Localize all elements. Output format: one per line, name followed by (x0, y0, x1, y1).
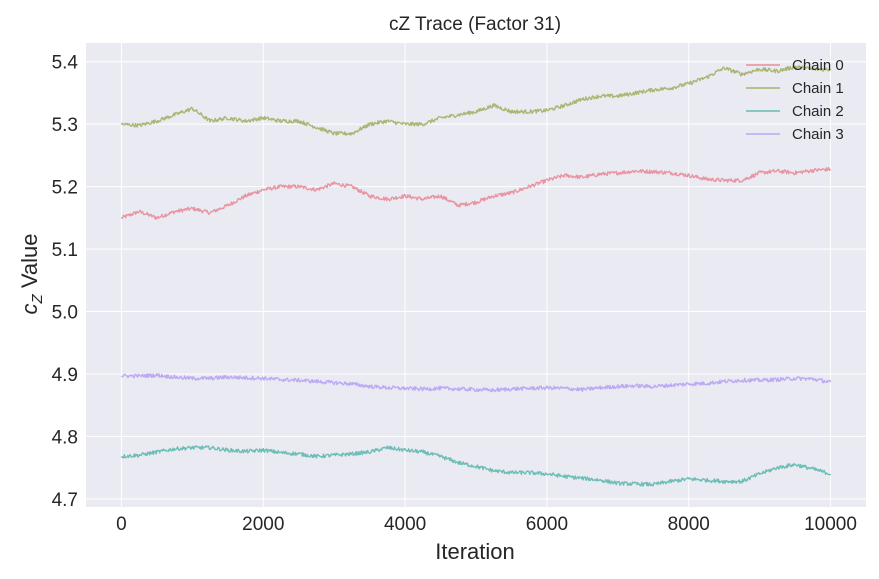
y-tick-label: 5.4 (52, 53, 79, 74)
x-tick-label: 4000 (384, 514, 426, 535)
y-tick-label: 4.7 (52, 490, 78, 511)
y-tick-label: 5.2 (52, 178, 78, 199)
series-line-chain-0 (120, 166, 832, 220)
y-tick-label: 5.1 (52, 240, 78, 261)
chart-title: cZ Trace (Factor 31) (389, 14, 561, 35)
x-tick-label: 2000 (242, 514, 284, 535)
y-axis-label-rest: Value (17, 234, 42, 295)
y-tick-label: 4.8 (52, 427, 78, 448)
series-line-chain-3 (120, 373, 832, 393)
x-tick-label: 6000 (526, 514, 568, 535)
x-axis-label: Iteration (435, 539, 515, 564)
series-lines (120, 65, 832, 487)
x-tick-label: 0 (116, 514, 127, 535)
y-tick-label: 4.9 (52, 365, 78, 386)
y-axis-label-main: c (17, 303, 42, 314)
series-line-chain-2 (120, 445, 832, 487)
y-tick-label: 5.3 (52, 115, 78, 136)
legend-label-chain-2: Chain 2 (792, 103, 844, 120)
x-tick-label: 10000 (804, 514, 857, 535)
y-axis-label: cZ Value (17, 234, 46, 315)
legend-label-chain-1: Chain 1 (792, 80, 844, 97)
y-tick-label: 5.0 (52, 303, 78, 324)
y-axis-label-subscript: Z (29, 293, 46, 304)
legend-label-chain-3: Chain 3 (792, 126, 844, 143)
tick-labels: 0 2000 4000 6000 8000 10000 4.7 4.8 4.9 5.0 5.1 5.2… (52, 53, 857, 535)
grid (86, 43, 866, 507)
series-line-chain-1 (120, 65, 832, 136)
legend: Chain 0 Chain 1 Chain 2 Chain 3 (746, 57, 844, 143)
x-tick-label: 8000 (668, 514, 710, 535)
legend-label-chain-0: Chain 0 (792, 57, 844, 74)
